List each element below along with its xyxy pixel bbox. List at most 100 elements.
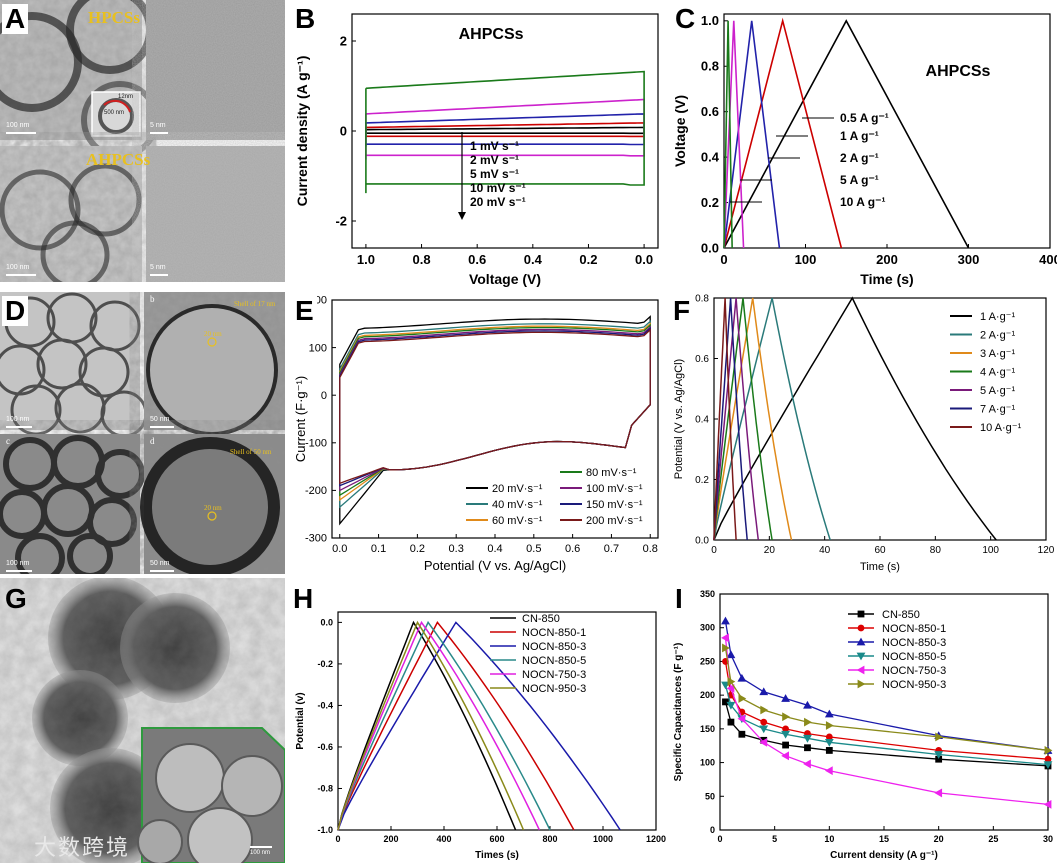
- panel-d-micrographs: D b c d Shell of 17 nm 20 nm Shell of 50…: [0, 292, 285, 574]
- i-point: [760, 718, 768, 726]
- i-point: [825, 721, 834, 730]
- c-series-4: [723, 20, 733, 249]
- panel-label-c: C: [672, 4, 699, 34]
- b-legend-item: 1 mV s⁻¹: [470, 139, 519, 153]
- f-series-4: [713, 297, 760, 541]
- i-point: [1044, 746, 1053, 755]
- i-point: [727, 718, 735, 726]
- h-series-4: [337, 620, 541, 831]
- f-ytick-label: 0.6: [695, 354, 709, 365]
- i-legend-marker: [856, 665, 865, 675]
- c-ylabel: Voltage (V): [672, 95, 688, 167]
- b-title: AHPCSs: [459, 26, 524, 43]
- i-legend-item: CN-850: [882, 609, 920, 621]
- b-legend-arrowhead: [458, 212, 466, 220]
- e-series-4: [339, 325, 651, 492]
- a-inset-label-1: 12nm: [118, 94, 134, 100]
- c-ytick-label: 0.0: [701, 240, 719, 255]
- chart-e: 0.0 0.1 0.2 0.3 0.4 0.5 0.6 0.7 0.8 -300 -200 -100 0…: [293, 295, 659, 573]
- d-sub-d: d: [150, 436, 155, 446]
- b-xlabel: Voltage (V): [469, 271, 541, 287]
- i-legend-marker: [857, 610, 865, 618]
- c-xtick-label: 200: [876, 252, 898, 267]
- h-series-2: [337, 621, 621, 831]
- b-legend-item: 2 mV s⁻¹: [470, 153, 519, 167]
- panel-label-a: A: [2, 4, 29, 34]
- f-series-6: [713, 297, 737, 541]
- a-scale-bottom: 100 nm: [6, 264, 30, 271]
- i-ytick-label: 250: [700, 656, 715, 666]
- e-series-5: [339, 327, 651, 487]
- c-xtick-label: 400: [1039, 252, 1057, 267]
- panel-a-graphics: [0, 0, 285, 282]
- e-xtick-label: 0.1: [371, 543, 386, 555]
- b-xtick-label: 0.4: [524, 252, 543, 267]
- a-label-ahpcss: AHPCSs: [86, 150, 151, 169]
- f-series-1: [713, 297, 831, 541]
- d-scale-d: 50 nm: [150, 560, 170, 567]
- i-point: [782, 725, 789, 733]
- i-point: [825, 733, 833, 741]
- b-legend-item: 10 mV s⁻¹: [470, 181, 526, 195]
- panel-label-h: H: [290, 584, 317, 614]
- i-ytick-label: 200: [700, 690, 715, 700]
- panel-label-d: D: [2, 296, 29, 326]
- b-ytick-label: 0: [340, 123, 347, 138]
- i-point: [1043, 799, 1052, 809]
- f-xlabel: Time (s): [860, 561, 900, 573]
- i-point: [782, 741, 789, 749]
- b-series-0: [365, 126, 645, 135]
- i-legend-marker: [856, 637, 866, 646]
- chart-c: 0 100 200 300 400 0.0 0.2 0.4 0.6 0.8 1.0 Time (s) V…: [672, 13, 1057, 287]
- i-ytick-label: 0: [710, 825, 715, 835]
- f-xtick-label: 20: [764, 545, 776, 556]
- e-xtick-label: 0.0: [332, 543, 347, 555]
- g-scale: 100 nm: [250, 850, 271, 856]
- i-point: [726, 684, 735, 693]
- panel-label-e: E: [292, 296, 317, 326]
- i-point: [722, 643, 730, 653]
- f-legend-item: 3 A·g⁻¹: [980, 348, 1015, 360]
- c-series-1: [723, 17, 843, 249]
- f-xtick-label: 80: [930, 545, 942, 556]
- panel-label-i: I: [672, 584, 686, 614]
- i-point: [935, 732, 944, 742]
- e-xtick-label: 0.8: [643, 543, 658, 555]
- e-xlabel: Potential (V vs. Ag/AgCl): [424, 558, 566, 573]
- i-point: [737, 673, 747, 682]
- h-xtick-label: 800: [542, 834, 557, 844]
- i-xtick-label: 0: [717, 834, 722, 844]
- f-legend-item: 5 A·g⁻¹: [980, 385, 1015, 397]
- i-point: [782, 712, 790, 722]
- panel-g-graphics: [0, 578, 285, 863]
- c-xtick-label: 100: [795, 252, 817, 267]
- h-ytick-label: -1.0: [317, 825, 333, 835]
- c-ytick-label: 0.8: [701, 59, 719, 74]
- i-xtick-label: 25: [988, 834, 998, 844]
- b-xtick-label: 1.0: [357, 252, 375, 267]
- h-ylabel: Potential (v): [295, 692, 306, 749]
- chart-h: 0 200 400 600 800 1000 1200 -1.0 -0.8 -0.6 -0.4 -0.…: [295, 611, 666, 861]
- d-scale-a: 100 nm: [6, 416, 30, 423]
- f-xtick-label: 100: [982, 545, 999, 556]
- panel-label-f: F: [670, 296, 694, 326]
- e-series-1: [339, 319, 651, 509]
- i-ytick-label: 100: [700, 758, 715, 768]
- i-point: [934, 751, 944, 759]
- e-ytick-label: -300: [305, 533, 327, 545]
- panel-d-graphics: [0, 292, 285, 574]
- panel-label-b: B: [292, 4, 319, 34]
- i-legend-marker: [857, 679, 866, 689]
- i-xtick-label: 15: [879, 834, 889, 844]
- f-legend-item: 7 A·g⁻¹: [980, 404, 1015, 416]
- h-series-1: [337, 621, 575, 831]
- e-ytick-label: 0: [321, 390, 327, 402]
- h-xtick-label: 0: [335, 834, 340, 844]
- d-shell-b: Shell of 17 nm: [234, 300, 276, 308]
- a-scale-hr-top: 5 nm: [150, 122, 166, 129]
- i-point: [825, 747, 833, 754]
- c-legend-item: 0.5 A g⁻¹: [840, 111, 889, 125]
- h-legend-item: NOCN-850-3: [522, 641, 586, 653]
- i-ytick-label: 50: [705, 791, 715, 801]
- f-ytick-label: 0.8: [695, 293, 709, 304]
